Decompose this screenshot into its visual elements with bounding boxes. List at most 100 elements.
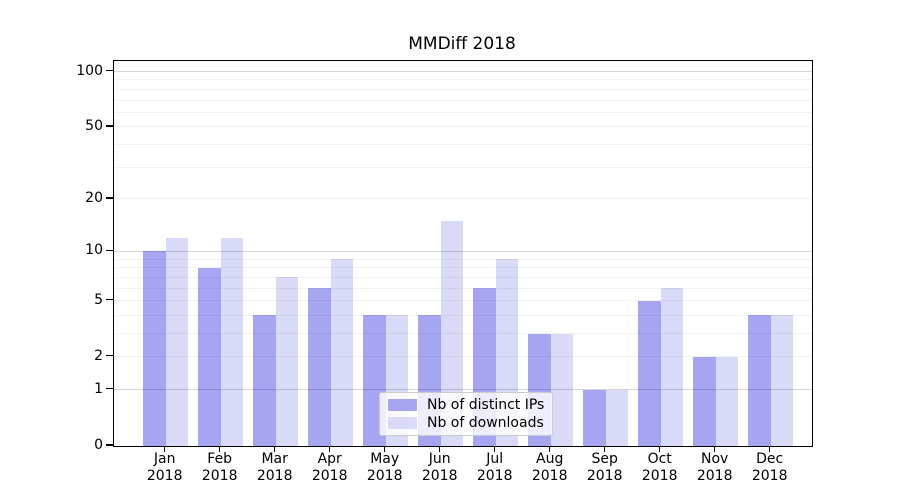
- y-tick-mark: [106, 125, 113, 127]
- y-tick-label: 20: [85, 189, 103, 206]
- x-tick-year: 2018: [311, 468, 348, 484]
- x-tick-month: Sep: [591, 451, 618, 467]
- gridline-minor: [114, 198, 812, 200]
- x-tick-mark: [274, 446, 276, 452]
- x-tick-label: Nov 2018: [685, 451, 745, 485]
- legend-swatch-downloads: [388, 417, 417, 429]
- y-tick-label: 50: [85, 117, 103, 134]
- x-tick-year: 2018: [586, 468, 623, 484]
- y-tick-label: 100: [76, 62, 103, 79]
- gridline-minor: [114, 126, 812, 128]
- y-tick-mark: [106, 388, 113, 390]
- x-tick-year: 2018: [146, 468, 183, 484]
- bar-downloads-aug: [550, 333, 574, 446]
- x-tick-year: 2018: [201, 468, 238, 484]
- x-tick-month: Jun: [428, 451, 451, 467]
- gridline-minor: [114, 287, 812, 289]
- y-tick-mark: [106, 197, 113, 199]
- x-tick-month: Feb: [207, 451, 233, 467]
- x-tick-year: 2018: [696, 468, 733, 484]
- legend-label-downloads: Nb of downloads: [427, 415, 544, 431]
- x-tick-month: Nov: [701, 451, 729, 467]
- x-tick-mark: [384, 446, 386, 452]
- bar-downloads-sep: [605, 389, 629, 446]
- x-tick-year: 2018: [256, 468, 293, 484]
- gridline-major: [114, 250, 812, 252]
- x-tick-year: 2018: [641, 468, 678, 484]
- y-tick-mark: [106, 444, 113, 446]
- bar-distinct-ips-jan: [143, 251, 166, 446]
- chart-title: MMDiff 2018: [408, 34, 516, 54]
- x-tick-month: Jan: [153, 451, 176, 467]
- x-tick-label: May 2018: [355, 451, 415, 485]
- bar-distinct-ips-oct: [638, 300, 661, 446]
- gridline-minor: [114, 144, 812, 146]
- gridline-major: [114, 389, 812, 391]
- x-tick-month: Mar: [261, 451, 288, 467]
- bar-downloads-apr: [330, 259, 354, 446]
- x-tick-month: Aug: [536, 451, 564, 467]
- y-tick-mark: [106, 69, 113, 72]
- bar-downloads-jan: [165, 237, 189, 446]
- plot-area: Nb of distinct IPs Nb of downloads: [113, 60, 813, 447]
- x-tick-label: Oct 2018: [630, 451, 690, 485]
- bar-distinct-ips-sep: [583, 389, 606, 446]
- bar-downloads-dec: [770, 315, 794, 446]
- y-tick-label: 0: [94, 437, 103, 453]
- x-tick-month: May: [370, 451, 400, 467]
- gridline-minor: [114, 276, 812, 278]
- gridline-minor: [114, 88, 812, 90]
- x-tick-month: Dec: [756, 451, 784, 467]
- legend-item-distinct-ips: Nb of distinct IPs: [388, 397, 544, 413]
- x-tick-mark: [714, 446, 716, 452]
- gridline-minor: [114, 258, 812, 260]
- x-tick-mark: [219, 446, 221, 452]
- x-tick-label: Mar 2018: [245, 451, 305, 485]
- x-tick-label: Apr 2018: [300, 451, 360, 485]
- bar-distinct-ips-nov: [693, 356, 716, 446]
- bar-downloads-nov: [715, 356, 739, 446]
- legend: Nb of distinct IPs Nb of downloads: [379, 392, 554, 436]
- x-tick-label: Jan 2018: [135, 451, 195, 485]
- x-tick-year: 2018: [421, 468, 458, 484]
- x-tick-label: Dec 2018: [740, 451, 800, 485]
- x-tick-mark: [769, 446, 771, 452]
- bar-downloads-feb: [220, 237, 244, 446]
- y-tick-label: 10: [85, 242, 103, 259]
- gridline-minor: [114, 333, 812, 335]
- x-tick-label: Sep 2018: [575, 451, 635, 485]
- legend-item-downloads: Nb of downloads: [388, 415, 544, 431]
- x-tick-mark: [604, 446, 606, 452]
- y-tick-mark: [106, 299, 113, 301]
- gridline-major: [114, 71, 812, 73]
- bar-distinct-ips-mar: [253, 315, 276, 446]
- x-tick-year: 2018: [366, 468, 403, 484]
- x-tick-mark: [549, 446, 551, 452]
- gridline-minor: [114, 166, 812, 168]
- y-tick-mark: [106, 355, 113, 357]
- y-tick-label: 5: [94, 291, 103, 308]
- bar-distinct-ips-feb: [198, 267, 221, 446]
- gridline-minor: [114, 314, 812, 316]
- gridline-minor: [114, 79, 812, 81]
- gridline-minor: [114, 267, 812, 269]
- x-tick-month: Jul: [486, 451, 504, 467]
- gridline-minor: [114, 300, 812, 302]
- x-tick-label: Jul 2018: [465, 451, 525, 485]
- x-tick-year: 2018: [476, 468, 513, 484]
- bar-downloads-jun: [440, 221, 464, 446]
- bar-distinct-ips-apr: [308, 288, 331, 446]
- x-tick-month: Oct: [647, 451, 672, 467]
- x-tick-year: 2018: [531, 468, 568, 484]
- legend-label-distinct-ips: Nb of distinct IPs: [427, 397, 545, 413]
- gridline-minor: [114, 111, 812, 113]
- x-tick-mark: [494, 446, 496, 452]
- bar-downloads-mar: [275, 277, 299, 446]
- x-tick-label: Jun 2018: [410, 451, 470, 485]
- y-tick-label: 2: [94, 347, 103, 364]
- gridline-minor: [114, 99, 812, 101]
- gridline-minor: [114, 356, 812, 358]
- x-tick-month: Apr: [317, 451, 342, 467]
- bar-downloads-oct: [660, 288, 684, 446]
